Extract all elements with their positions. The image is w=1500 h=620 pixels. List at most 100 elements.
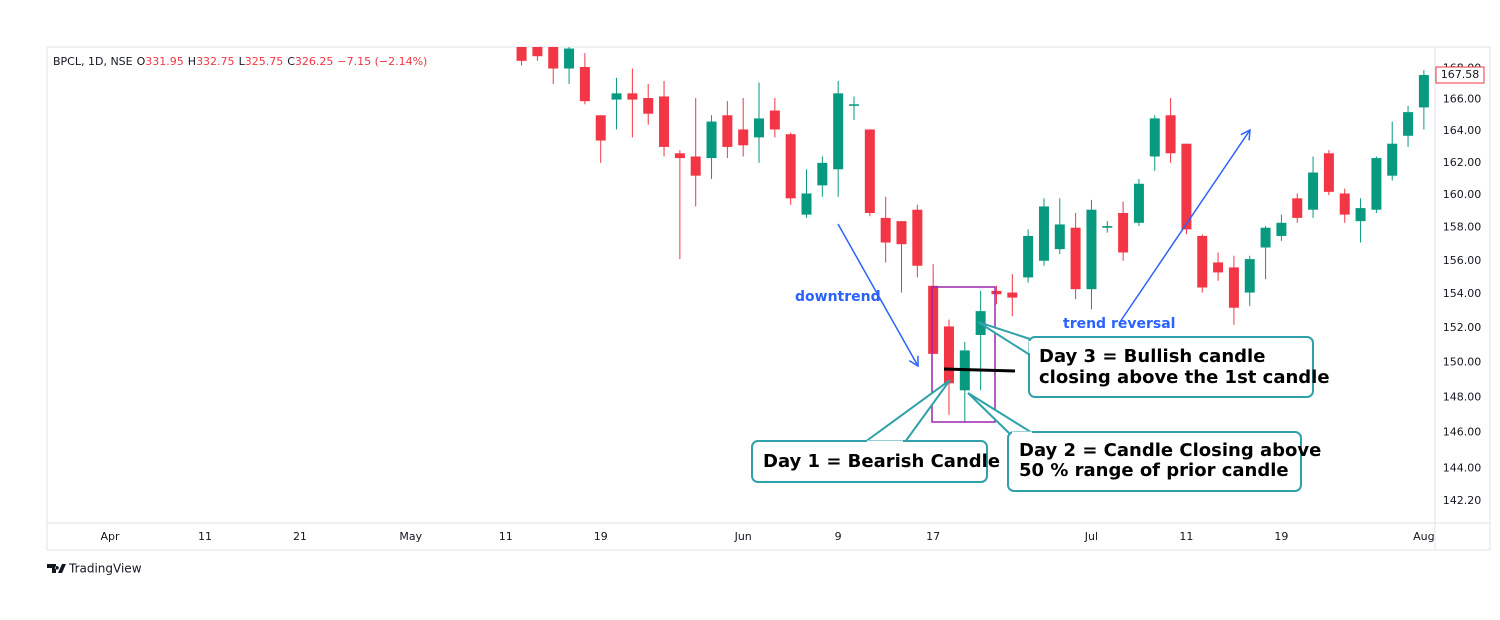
candle-body	[1323, 153, 1334, 192]
candle-body	[1403, 112, 1414, 136]
candle-body	[706, 121, 717, 159]
y-tick-label: 150.00	[1443, 355, 1482, 368]
y-tick-label: 164.00	[1443, 124, 1482, 137]
footer-logo: TradingView	[47, 562, 142, 576]
downtrend-arrow	[837, 223, 919, 368]
candle-body	[1276, 222, 1287, 236]
candle-body	[833, 93, 844, 170]
candle-body	[1244, 259, 1255, 293]
candle-body	[896, 221, 907, 245]
candle-body	[516, 47, 527, 61]
ohlc-label: O	[137, 55, 146, 68]
y-tick-label: 162.00	[1443, 156, 1482, 169]
x-tick-label: 9	[835, 530, 842, 543]
y-tick-label: 152.00	[1443, 321, 1482, 334]
candle-body	[595, 115, 606, 141]
candle-body	[912, 209, 923, 266]
legend-header: BPCL, 1D, NSE O331.95 H332.75 L325.75 C326.2…	[53, 55, 427, 68]
y-tick-label: 166.00	[1443, 93, 1482, 106]
ohlc-value: 331.95	[145, 55, 184, 68]
candle-body	[1308, 172, 1319, 210]
symbol: BPCL, 1D, NSE	[53, 55, 133, 68]
x-tick-label: 19	[1274, 530, 1288, 543]
candle-body	[1070, 227, 1081, 290]
ohlc-label: H	[188, 55, 196, 68]
y-tick-label: 154.00	[1443, 287, 1482, 300]
y-tick-label: 146.00	[1443, 426, 1482, 439]
candle-body	[1371, 158, 1382, 210]
footer-brand: TradingView	[68, 562, 142, 576]
candle-body	[849, 104, 859, 106]
pattern-box	[931, 286, 996, 423]
change: −7.15 (−2.14%)	[337, 55, 427, 68]
candle-body	[1007, 292, 1018, 298]
x-tick-label: 17	[926, 530, 940, 543]
plot-area	[516, 47, 1429, 422]
callout-box	[1007, 431, 1302, 492]
candle-body	[579, 66, 590, 102]
callout-text: Day 2 = Candle Closing above	[1019, 440, 1321, 461]
y-tick-label: 160.00	[1443, 188, 1482, 201]
candle-body	[880, 217, 891, 243]
logo-icon	[47, 564, 66, 573]
callout-text: Day 3 = Bullish candle	[1039, 346, 1265, 367]
y-tick-label: 142.20	[1443, 494, 1482, 507]
candle-body	[659, 96, 670, 147]
candle-body	[785, 134, 796, 199]
candle-body	[1228, 267, 1239, 308]
ohlc-label: L	[239, 55, 246, 68]
x-tick-label: Jun	[734, 530, 752, 543]
reversal-arrow	[1119, 128, 1251, 323]
candle-body	[643, 98, 654, 114]
candle-body	[1149, 118, 1160, 157]
candle-body	[1118, 212, 1129, 253]
last-price-label: 167.58	[1441, 68, 1480, 81]
axes: 142.20 144.00 146.00 148.00 150.00 152.00 154.…	[100, 62, 1485, 543]
callout-text: closing above the 1st candle	[1039, 367, 1330, 388]
x-tick-label: 19	[594, 530, 608, 543]
ohlc-value: 325.75	[245, 55, 284, 68]
candle-body	[864, 129, 875, 213]
reversal-label: trend reversal	[1063, 316, 1175, 332]
downtrend-label: downtrend	[795, 289, 881, 305]
y-tick-label: 156.00	[1443, 254, 1482, 267]
candle-body	[769, 110, 780, 130]
candle-body	[532, 47, 543, 57]
x-tick-label: 11	[1179, 530, 1193, 543]
x-tick-label: 11	[198, 530, 212, 543]
y-tick-label: 148.00	[1443, 390, 1482, 403]
candle-body	[722, 115, 733, 147]
candle-body	[1355, 208, 1366, 222]
ohlc-label: C	[287, 55, 295, 68]
x-tick-label: May	[399, 530, 422, 543]
candle-body	[1038, 206, 1049, 261]
candle-body	[1387, 143, 1398, 176]
candle-body	[943, 326, 954, 384]
candle-body	[690, 156, 701, 176]
callout-text: Day 1 = Bearish Candle	[763, 451, 1000, 472]
x-tick-label: Aug	[1413, 530, 1434, 543]
candle-body	[627, 93, 638, 100]
ohlc-value: 326.25	[295, 55, 334, 68]
callout-box	[1028, 336, 1314, 398]
candle-body	[991, 290, 1002, 295]
candle-body	[1197, 235, 1208, 288]
callout-text: 50 % range of prior candle	[1019, 460, 1289, 481]
candle-body	[1102, 226, 1113, 228]
x-tick-label: Jul	[1084, 530, 1098, 543]
candle-body	[1339, 193, 1350, 215]
candle-body	[801, 193, 812, 215]
x-tick-label: Apr	[100, 530, 120, 543]
candle-body	[1133, 183, 1144, 223]
ohlc-value: 332.75	[196, 55, 235, 68]
candle-body	[1292, 198, 1303, 218]
midpoint-line	[943, 367, 1016, 373]
candle-body	[1213, 262, 1224, 273]
y-tick-label: 144.00	[1443, 461, 1482, 474]
candle-body	[928, 285, 939, 354]
candle-body	[611, 93, 622, 100]
candle-body	[674, 153, 685, 159]
x-tick-label: 21	[293, 530, 307, 543]
last-price-marker	[1435, 66, 1485, 84]
